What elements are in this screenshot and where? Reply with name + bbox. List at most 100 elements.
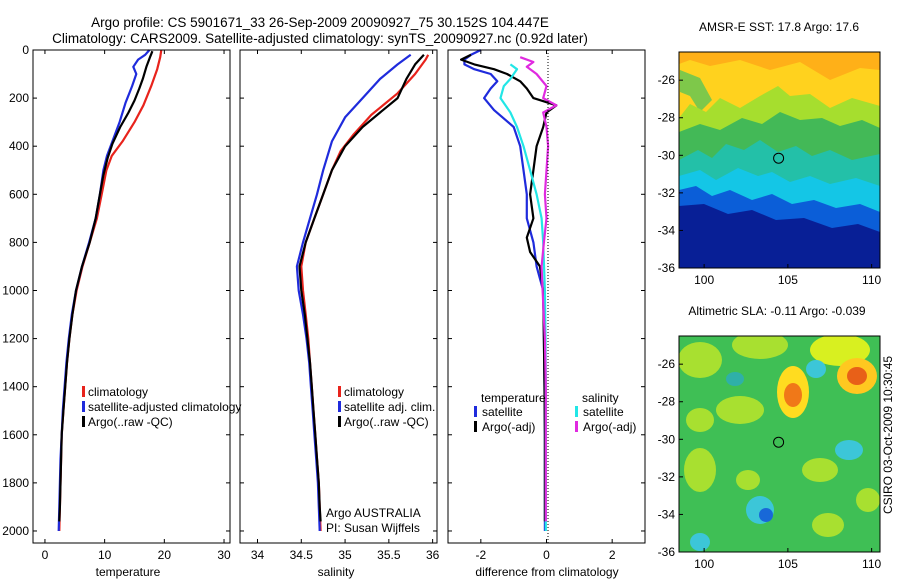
sst-map-xtick-label: 100: [694, 273, 714, 287]
sst-map-ticks: 100 105 110 -26 -28 -30 -32 -34 -36: [658, 73, 882, 287]
temperature-series-argo-raw-qc: [58, 50, 154, 522]
sst-map-ytick-label: -30: [658, 148, 676, 162]
difference-legend-label: satellite: [482, 405, 523, 419]
temperature-axis-ticks: 0 10 20 30 0 200 400 600 800 1000 1200 1400 1600 1800…: [2, 43, 231, 562]
sla-anomaly: [679, 342, 722, 378]
difference-legend-label: satellite: [583, 405, 624, 419]
temperature-series-satellite-adjusted-climatology: [57, 49, 151, 532]
sla-anomaly: [812, 513, 844, 537]
argo-australia-label: Argo AUSTRALIA: [326, 506, 421, 520]
sst-map-ytick-label: -34: [658, 223, 676, 237]
sla-anomaly: [684, 448, 716, 492]
depth-tick-label: 1600: [2, 428, 29, 442]
temperature-series-climatology: [58, 49, 163, 532]
sla-anomaly: [806, 360, 826, 378]
sst-warm-patch: [679, 52, 880, 80]
sla-map-ytick-label: -26: [658, 357, 676, 371]
sst-map-ytick-label: -32: [658, 186, 676, 200]
sst-deepblue-patch: [679, 204, 880, 268]
sla-map-ytick-label: -34: [658, 507, 676, 521]
sst-map-ytick-label: -26: [658, 73, 676, 87]
sst-map-panel: AMSR-E SST: 17.8 Argo: 17.6 100 105 110 -26…: [658, 20, 882, 287]
sst-argo-position-marker: [773, 152, 785, 164]
sla-map-ytick-label: -28: [658, 395, 676, 409]
temperature-panel: 0 10 20 30 0 200 400 600 800 1000 1200 1400 1600 1800…: [2, 43, 241, 579]
depth-tick-label: 1400: [2, 380, 29, 394]
difference-legend-swatch: [575, 406, 578, 417]
sla-map-title: Altimetric SLA: -0.11 Argo: -0.039: [688, 304, 866, 318]
sla-anomaly: [759, 508, 773, 522]
salinity-legend-swatch: [338, 416, 341, 427]
sla-map-ytick-label: -32: [658, 470, 676, 484]
difference-legend-swatch: [474, 406, 477, 417]
temperature-legend-label: Argo(..raw -QC): [88, 415, 173, 429]
sla-anomaly: [736, 470, 760, 490]
salinity-xtick-label: 34.5: [290, 548, 314, 562]
sla-field: [679, 336, 880, 552]
temperature-xtick-label: 30: [217, 548, 231, 562]
difference-xtick-label: 0: [543, 548, 550, 562]
sla-map-ytick-label: -36: [658, 545, 676, 559]
difference-legend-label: Argo(-adj): [482, 420, 535, 434]
sla-anomaly: [726, 372, 744, 386]
depth-tick-label: 400: [9, 139, 29, 153]
sla-anomaly: [686, 408, 714, 432]
salinity-legend-label: Argo(..raw -QC): [344, 415, 429, 429]
difference-legend-swatch: [474, 421, 477, 432]
salinity-xtick-label: 34: [251, 548, 265, 562]
sst-map-title: AMSR-E SST: 17.8 Argo: 17.6: [699, 20, 859, 34]
salinity-legend-swatch: [338, 401, 341, 412]
difference-xlabel: difference from climatology: [475, 565, 618, 579]
salinity-xtick-label: 36: [426, 548, 440, 562]
sla-map-xtick-label: 110: [862, 557, 881, 571]
temperature-xtick-label: 20: [158, 548, 172, 562]
difference-series-salinity-argo-adj: [519, 56, 558, 522]
difference-panel: -2 0 2 difference from climatology tempera…: [447, 49, 646, 579]
sla-anomaly: [856, 488, 880, 512]
sla-map-xtick-label: 100: [694, 557, 714, 571]
sla-argo-position-marker: [773, 436, 785, 448]
temperature-legend-swatch: [82, 386, 85, 397]
sla-anomaly: [690, 533, 710, 551]
depth-tick-label: 600: [9, 187, 29, 201]
difference-legend: temperaturesatelliteArgo(-adj)salinitysa…: [474, 391, 636, 434]
sla-map-ytick-label: -30: [658, 432, 676, 446]
depth-tick-label: 1000: [2, 283, 29, 297]
depth-tick-label: 1800: [2, 476, 29, 490]
difference-axis-ticks: -2 0 2: [448, 49, 645, 562]
sla-anomaly: [716, 396, 764, 424]
difference-legend-header: temperature: [481, 391, 546, 405]
temperature-legend-label: satellite-adjusted climatology: [88, 400, 241, 414]
temperature-legend-swatch: [82, 416, 85, 427]
difference-legend-header: salinity: [582, 391, 619, 405]
depth-tick-label: 800: [9, 235, 29, 249]
difference-xtick-label: -2: [475, 548, 486, 562]
sst-cool-patch: [680, 70, 712, 112]
temperature-series-layer: [57, 49, 163, 532]
difference-legend-label: Argo(-adj): [583, 420, 636, 434]
difference-xtick-label: 2: [609, 548, 616, 562]
sla-anomaly: [847, 367, 867, 385]
temperature-xtick-label: 0: [42, 548, 49, 562]
salinity-series-satellite-adj-clim: [295, 53, 412, 532]
sst-map-ytick-label: -28: [658, 111, 676, 125]
sst-field: [679, 52, 880, 268]
temperature-axes-frame: [32, 49, 231, 544]
sla-map-panel: Altimetric SLA: -0.11 Argo: -0.039: [658, 304, 882, 571]
sla-map-ticks: 100 105 110 -26 -28 -30 -32 -34 -36: [658, 357, 882, 571]
salinity-series-layer: [295, 53, 430, 532]
depth-tick-label: 1200: [2, 332, 29, 346]
sla-anomaly: [732, 336, 788, 359]
sla-map-xtick-label: 105: [778, 557, 798, 571]
salinity-legend-swatch: [338, 386, 341, 397]
difference-series-salinity-satellite: [499, 63, 547, 531]
depth-tick-label: 200: [9, 91, 29, 105]
salinity-legend-label: climatology: [344, 385, 404, 399]
salinity-xlabel: salinity: [318, 565, 355, 579]
figure-title-line-1: Argo profile: CS 5901671_33 26-Sep-2009 …: [91, 15, 549, 30]
salinity-xtick-label: 35.5: [377, 548, 401, 562]
temperature-xtick-label: 10: [98, 548, 112, 562]
